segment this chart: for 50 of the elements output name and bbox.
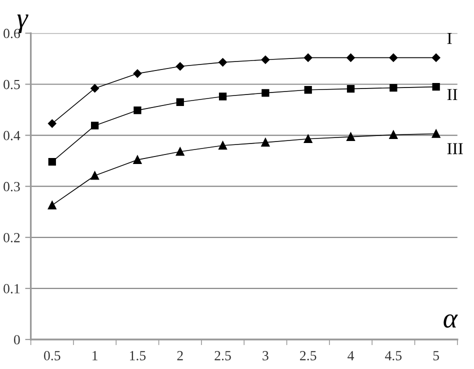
point <box>346 132 355 141</box>
point <box>432 130 440 138</box>
y-tick-label: 0.1 <box>4 284 20 294</box>
point <box>90 84 99 92</box>
x-tick-label: 2 <box>177 351 183 360</box>
point <box>304 134 312 144</box>
point <box>432 54 440 62</box>
x-tick-label: 4 <box>348 351 354 360</box>
point <box>90 171 99 180</box>
point <box>218 58 227 66</box>
point <box>261 56 270 64</box>
point <box>176 147 184 156</box>
point <box>389 130 398 139</box>
x-tick-label: 3 <box>262 351 268 360</box>
point <box>134 106 142 114</box>
y-tick-label: 0.3 <box>4 182 20 192</box>
point <box>133 69 142 78</box>
x-tick-label: 2.5 <box>214 351 231 360</box>
point <box>346 85 355 93</box>
point <box>176 62 184 71</box>
x-tick-label: 1 <box>92 351 98 360</box>
point <box>389 54 398 62</box>
x-tick-label: 2.5 <box>300 351 316 360</box>
point <box>346 54 355 62</box>
y-tick-label: 0.4 <box>4 130 20 140</box>
point <box>48 201 56 210</box>
point <box>176 98 184 106</box>
point <box>304 54 312 62</box>
x-tick-label: 0.5 <box>44 350 60 360</box>
series-label: II <box>447 89 458 100</box>
x-tick-label: 4.5 <box>385 351 402 360</box>
y-tick-label: 0.5 <box>4 80 20 90</box>
series-label: I <box>447 32 452 44</box>
point <box>432 82 440 91</box>
point <box>133 156 142 164</box>
series-label: III <box>447 143 463 154</box>
x-tick-label: 1.5 <box>130 351 146 360</box>
point <box>48 119 56 128</box>
point <box>48 158 56 166</box>
point <box>218 141 227 150</box>
point <box>390 84 398 92</box>
y-tick-label: 0 <box>14 335 20 344</box>
point <box>261 138 270 147</box>
y-tick-label: 0.2 <box>4 232 20 242</box>
point <box>218 92 227 100</box>
point <box>262 89 270 97</box>
x-tick-label: 5 <box>433 351 440 360</box>
x-axis-title: α <box>444 314 458 328</box>
point <box>90 122 99 130</box>
point <box>304 86 312 94</box>
